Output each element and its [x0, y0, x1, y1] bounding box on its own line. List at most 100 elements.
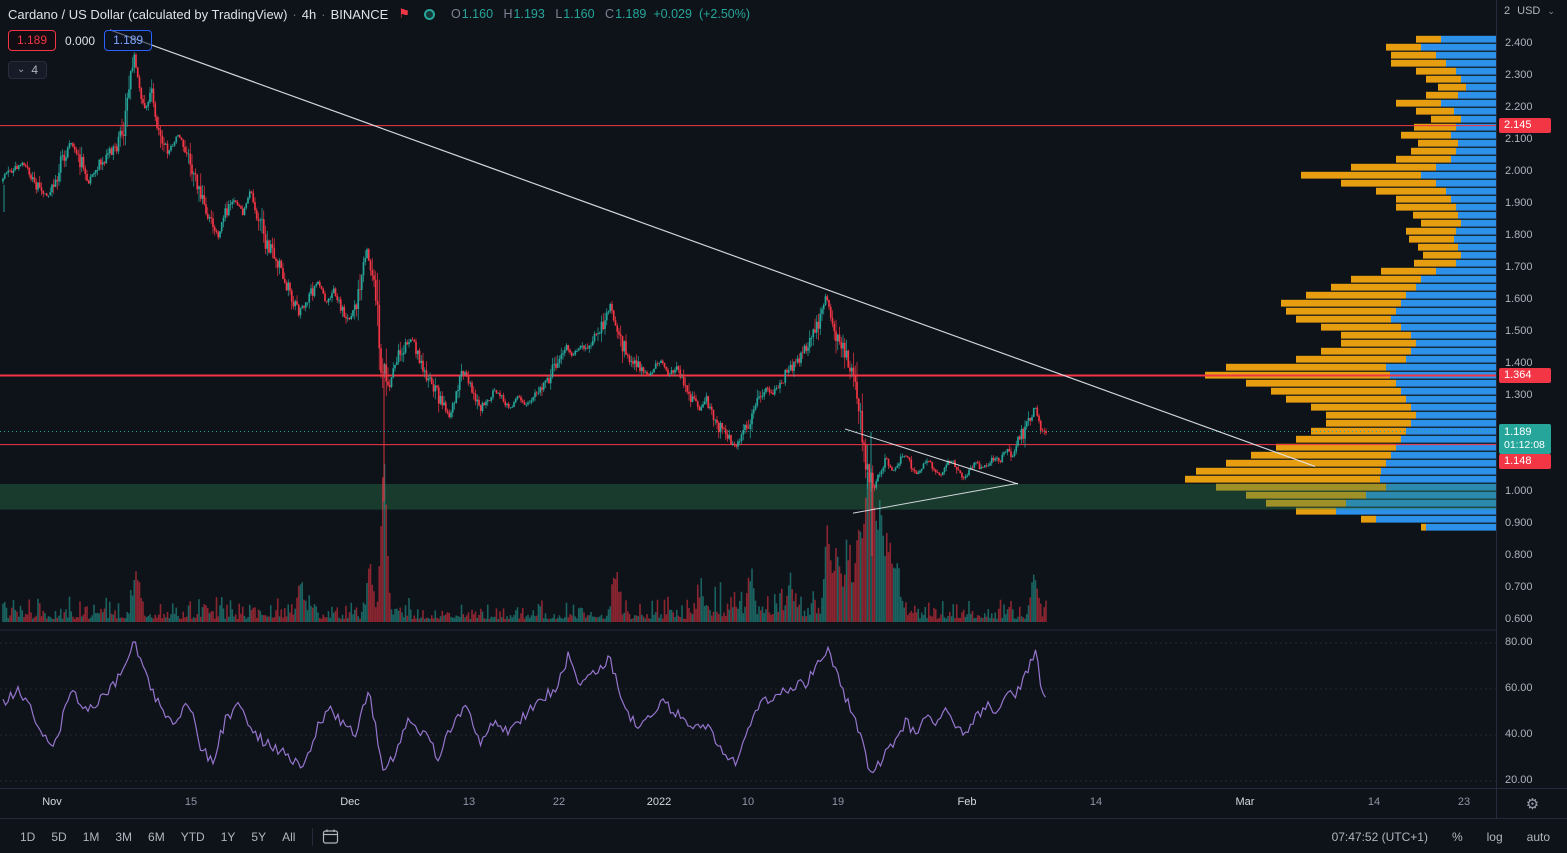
- range-button-5d[interactable]: 5D: [51, 829, 67, 844]
- percent-scale-button[interactable]: %: [1451, 829, 1463, 844]
- time-tick-label: 22: [552, 796, 566, 808]
- rsi-tick-label: 80.00: [1505, 636, 1533, 648]
- time-tick-label: Mar: [1235, 796, 1255, 808]
- rsi-tick-label: 40.00: [1505, 728, 1533, 740]
- current-price-label[interactable]: 1.189 01:12:08: [1499, 423, 1551, 454]
- change-percent: (+2.50%): [698, 7, 751, 21]
- time-tick-label: Dec: [340, 796, 360, 808]
- symbol-legend[interactable]: Cardano / US Dollar (calculated by Tradi…: [8, 5, 750, 23]
- support-zone: [0, 484, 1496, 510]
- price-level-label[interactable]: 2.145: [1499, 117, 1551, 133]
- price-tick-label: 2.100: [1505, 133, 1533, 145]
- price-tick-label: 2.200: [1505, 101, 1533, 113]
- chart-pane-area[interactable]: Cardano / US Dollar (calculated by Tradi…: [0, 0, 1496, 788]
- price-tick-label: 2.300: [1505, 69, 1533, 81]
- price-level-label[interactable]: 1.364: [1499, 367, 1551, 383]
- clock-label[interactable]: 07:47:52 (UTC+1): [1331, 829, 1428, 844]
- price-level-lines: [0, 125, 1496, 446]
- symbol-title[interactable]: Cardano / US Dollar (calculated by Tradi…: [8, 6, 288, 22]
- log-scale-button[interactable]: log: [1486, 829, 1503, 844]
- price-tick-label: 1.800: [1505, 229, 1533, 241]
- price-tick-label: 1.300: [1505, 389, 1533, 401]
- position-tool-labels: 1.189 0.000 1.189: [8, 30, 750, 51]
- high-label: H: [503, 7, 513, 21]
- toolbar-divider: [312, 827, 314, 846]
- toolbar-right-group: 07:47:52 (UTC+1) % log auto: [1332, 830, 1567, 844]
- trendlines: [109, 29, 1316, 514]
- price-tick-label: 1.700: [1505, 261, 1533, 273]
- time-tick-label: 15: [184, 796, 198, 808]
- rsi-tick-label: 20.00: [1505, 774, 1533, 786]
- go-to-date-icon[interactable]: [322, 828, 339, 845]
- price-tick-label: 1.500: [1505, 325, 1533, 337]
- currency-unit-selector[interactable]: 2 USD ⌄: [1504, 5, 1555, 17]
- legend-separator: ·: [321, 6, 326, 22]
- range-button-all[interactable]: All: [282, 829, 296, 844]
- scale-count: 2: [1504, 5, 1511, 17]
- gear-icon[interactable]: ⚙: [1525, 796, 1540, 813]
- rsi-pane: [0, 629, 1496, 782]
- time-tick-label: 13: [462, 796, 476, 808]
- price-tick-label: 1.000: [1505, 485, 1533, 497]
- auto-scale-button[interactable]: auto: [1526, 829, 1550, 844]
- range-button-1y[interactable]: 1Y: [220, 829, 236, 844]
- time-tick-label: Feb: [957, 796, 977, 808]
- high-value: 1.193: [513, 7, 545, 21]
- chart-legend: Cardano / US Dollar (calculated by Tradi…: [8, 5, 750, 79]
- price-tick-label: 2.400: [1505, 37, 1533, 49]
- range-button-ytd[interactable]: YTD: [180, 829, 205, 844]
- time-tick-label: 10: [741, 796, 755, 808]
- exchange-label[interactable]: BINANCE: [330, 6, 389, 22]
- open-label: O: [451, 7, 461, 21]
- legend-separator: ·: [292, 6, 297, 22]
- interval-label[interactable]: 4h: [301, 6, 317, 22]
- open-value: 1.160: [461, 7, 494, 21]
- chevron-down-icon: ⌄: [1547, 5, 1555, 16]
- low-value: 1.160: [563, 7, 595, 21]
- volume-profile: [1185, 35, 1496, 531]
- low-label: L: [555, 7, 563, 21]
- close-value: 1.189: [615, 7, 647, 21]
- rsi-tick-label: 60.00: [1505, 682, 1533, 694]
- close-label: C: [605, 7, 615, 21]
- chevron-down-icon: ⌄: [17, 64, 26, 75]
- price-tick-label: 1.900: [1505, 197, 1533, 209]
- ohlc-values: O1.160 H1.193 L1.160 C1.189: [444, 7, 646, 21]
- time-tick-label: 23: [1457, 796, 1471, 808]
- time-tick-label: 19: [831, 796, 845, 808]
- flag-icon[interactable]: ⚑: [398, 6, 411, 21]
- change-value: +0.029: [653, 7, 692, 21]
- price-level-label[interactable]: 1.148: [1499, 453, 1551, 469]
- time-scale[interactable]: Nov 15 Dec 13 22 2022 10 19 Feb 14 Mar 14 23: [0, 788, 1496, 819]
- price-tick-label: 1.400: [1505, 357, 1533, 369]
- time-tick-label: 14: [1367, 796, 1381, 808]
- range-button-5y[interactable]: 5Y: [251, 829, 267, 844]
- price-chart[interactable]: [0, 0, 1496, 788]
- time-tick-label: 14: [1089, 796, 1103, 808]
- time-tick-label: Nov: [42, 796, 62, 808]
- range-button-1d[interactable]: 1D: [20, 829, 36, 844]
- legend-collapse-button[interactable]: ⌄ 4: [8, 60, 48, 79]
- indicator-count: 4: [31, 62, 39, 77]
- range-buttons: 1D 5D 1M 3M 6M YTD 1Y 5Y All: [0, 827, 303, 847]
- position-entry-price-label[interactable]: 1.189: [8, 30, 57, 51]
- currency-label: USD: [1517, 5, 1541, 17]
- price-tick-label: 1.600: [1505, 293, 1533, 305]
- bottom-toolbar: 1D 5D 1M 3M 6M YTD 1Y 5Y All 07:47:52 (UTC+1) % …: [0, 818, 1567, 853]
- price-tick-label: 0.700: [1505, 581, 1533, 593]
- candles: [2, 52, 1047, 556]
- time-tick-label: 2022: [646, 796, 672, 808]
- range-button-3m[interactable]: 3M: [115, 829, 133, 844]
- scale-settings-corner[interactable]: ⚙: [1496, 788, 1567, 819]
- range-button-6m[interactable]: 6M: [148, 829, 165, 844]
- price-tick-label: 0.600: [1505, 613, 1533, 625]
- price-tick-label: 2.000: [1505, 165, 1533, 177]
- indicator-legend-row: ⌄ 4: [8, 59, 750, 79]
- position-target-price-label[interactable]: 1.189: [104, 30, 153, 51]
- price-scale[interactable]: 2 USD ⌄ 2.400 2.300 2.200 2.100 2.000 1.900 1.…: [1496, 0, 1567, 788]
- market-status-icon[interactable]: [424, 8, 436, 20]
- price-tick-label: 0.800: [1505, 549, 1533, 561]
- range-button-1m[interactable]: 1M: [82, 829, 100, 844]
- volume-bars: [2, 431, 1047, 622]
